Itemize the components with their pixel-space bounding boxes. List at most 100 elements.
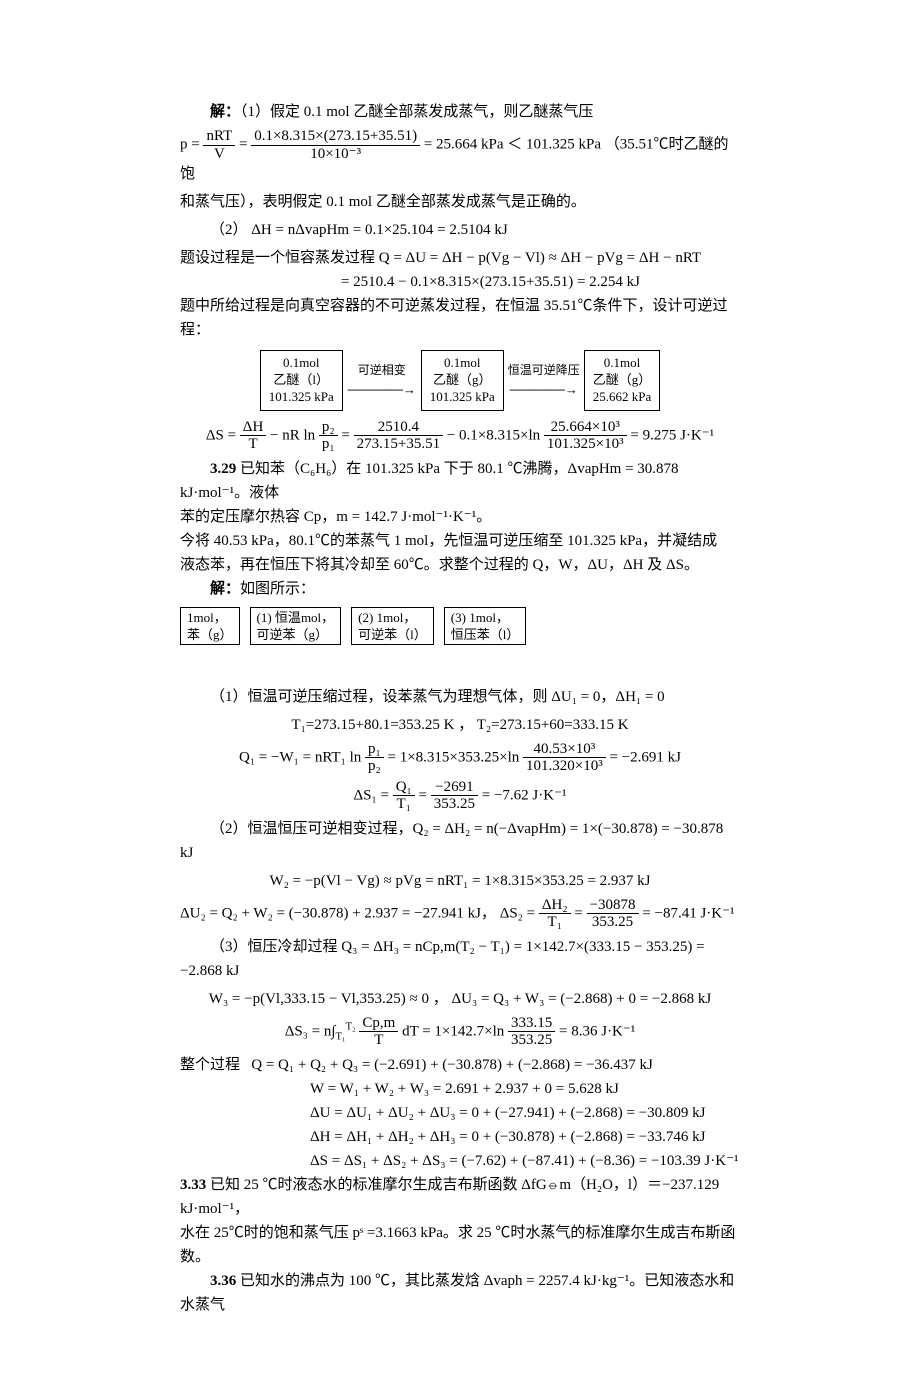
eq-result: = −87.41 J·K⁻¹: [642, 905, 734, 921]
state-box-1: 0.1mol 乙醚（l） 101.325 kPa: [260, 350, 343, 411]
frac-den: p₁: [319, 436, 338, 453]
eq-lhs: ΔS₃ = n∫: [285, 1023, 336, 1039]
totals: 整个过程 Q = Q₁ + Q₂ + Q₃ = (−2.691) + (−30.…: [180, 1053, 740, 1077]
box-line: 0.1mol: [430, 355, 495, 372]
eq-lhs: Q₁ = −W₁ = nRT₁ ln: [239, 749, 361, 765]
frac-num: 25.664×10³: [544, 419, 627, 437]
step2-intro: （2）恒温恒压可逆相变过程，Q₂ = ΔH₂ = n(−ΔvapHm) = 1×…: [180, 817, 740, 865]
sol1-line3: 题设过程是一个恒容蒸发过程 Q = ΔU = ΔH − p(Vg − Vl) ≈…: [180, 246, 740, 270]
eq-sign: =: [239, 136, 251, 152]
frac-num: 2510.4: [354, 419, 443, 437]
p333-line1: 3.33 已知 25 ℃时液态水的标准摩尔生成吉布斯函数 ΔfG⦵m（H₂O，l…: [180, 1173, 740, 1221]
tot-w: W = W₁ + W₂ + W₃ = 2.691 + 2.937 + 0 = 5…: [210, 1077, 740, 1101]
frac-num: −2691: [431, 779, 478, 797]
eq-sign: =: [341, 427, 353, 443]
frac: p₁ p₂: [365, 741, 384, 775]
eq-lhs: ΔS =: [206, 427, 240, 443]
eq-result: = −2.691 kJ: [609, 749, 681, 765]
problem-text: 已知水的沸点为 100 ℃，其比蒸发焓 Δvaph = 2257.4 kJ·kg…: [180, 1273, 734, 1313]
frac-den: p₂: [365, 758, 384, 775]
box-line: (2) 1mol，: [358, 610, 427, 627]
frac-num: 333.15: [508, 1015, 555, 1033]
eq-lhs: ΔS₂ =: [500, 905, 539, 921]
frac-num: Q₁: [393, 779, 415, 797]
frac-num: p₂: [319, 419, 338, 437]
s1-eq: ΔS₁ = Q₁ T₁ = −2691 353.25 = −7.62 J·K⁻¹: [180, 779, 740, 813]
sol1-eq-p: p = nRT V = 0.1×8.315×(273.15+35.51) 10×…: [180, 128, 740, 186]
small-box-3: (2) 1mol， 可逆苯（l）: [351, 607, 434, 645]
frac-den: 101.320×10³: [523, 758, 606, 775]
p333-line2: 水在 25℃时的饱和蒸气压 pˢ =3.1663 kPa。求 25 ℃时水蒸气的…: [180, 1221, 740, 1269]
process-diagram-2: 1mol， 苯（g） (1) 恒温mol， 可逆苯（g） (2) 1mol， 可…: [180, 607, 740, 645]
frac-num: p₁: [365, 741, 384, 759]
q1-eq: Q₁ = −W₁ = nRT₁ ln p₁ p₂ = 1×8.315×353.2…: [180, 741, 740, 775]
frac-num: ΔH: [240, 419, 266, 437]
prefix: (1) 恒温: [257, 610, 301, 625]
arrow-1: 可逆相变 ──────→: [347, 360, 417, 402]
eq-result: = 8.36 J·K⁻¹: [559, 1023, 635, 1039]
box-line: 101.325 kPa: [430, 389, 495, 406]
frac: ΔH T: [240, 419, 266, 453]
sol1-line4: = 2510.4 − 0.1×8.315×(273.15+35.51) = 2.…: [180, 270, 740, 294]
box-line: 乙醚（g）: [593, 372, 652, 389]
frac: ΔH₂ T₁: [539, 897, 571, 931]
frac-den: T₁: [539, 914, 571, 931]
frac: Q₁ T₁: [393, 779, 415, 813]
part-label: （2）: [210, 222, 248, 238]
tot-h: ΔH = ΔH₁ + ΔH₂ + ΔH₃ = 0 + (−30.878) + (…: [210, 1125, 740, 1149]
frac: 25.664×10³ 101.325×10³: [544, 419, 627, 453]
frac-numeric: 0.1×8.315×(273.15+35.51) 10×10⁻³: [251, 128, 420, 162]
frac-den: V: [203, 146, 235, 163]
frac: 40.53×10³ 101.320×10³: [523, 741, 606, 775]
p336-line1: 3.36 已知水的沸点为 100 ℃，其比蒸发焓 Δvaph = 2257.4 …: [180, 1269, 740, 1317]
problem-number: 3.29: [210, 461, 236, 477]
sol-text: 如图所示：: [240, 581, 315, 597]
sol1-dS: ΔS = ΔH T − nR ln p₂ p₁ = 2510.4 273.15+…: [180, 419, 740, 453]
eq-text: ΔH = nΔvapHm = 0.1×25.104 = 2.5104 kJ: [251, 222, 507, 238]
frac-den: 353.25: [587, 914, 639, 931]
step3-intro: （3）恒压冷却过程 Q₃ = ΔH₃ = nCp,m(T₂ − T₁) = 1×…: [180, 935, 740, 983]
p329-line2: 苯的定压摩尔热容 Cp，m = 142.7 J·mol⁻¹·K⁻¹。: [180, 505, 740, 529]
box-line: 乙醚（l）: [269, 372, 334, 389]
box-line: 乙醚（g）: [430, 372, 495, 389]
step1-intro: （1）恒温可逆压缩过程，设苯蒸气为理想气体，则 ΔU₁ = 0，ΔH₁ = 0: [180, 685, 740, 709]
frac: −2691 353.25: [431, 779, 478, 813]
eq-result: = 9.275 J·K⁻¹: [630, 427, 714, 443]
frac: 333.15 353.25: [508, 1015, 555, 1049]
problem-text: 已知苯（C₆H₆）在 101.325 kPa 下于 80.1 ℃沸腾，ΔvapH…: [180, 461, 679, 501]
box-line: 恒压苯（l）: [451, 627, 520, 644]
state-box-2: 0.1mol 乙醚（g） 101.325 kPa: [421, 350, 504, 411]
box-line: 101.325 kPa: [269, 389, 334, 406]
total-label: 整个过程: [180, 1057, 240, 1073]
eq-lhs: ΔS₁ =: [354, 787, 393, 803]
problem-number: 3.33: [180, 1177, 206, 1193]
small-box-1: 1mol， 苯（g）: [180, 607, 240, 645]
p329-line3: 今将 40.53 kPa，80.1℃的苯蒸气 1 mol，先恒温可逆压缩至 10…: [180, 529, 740, 553]
frac-den: 10×10⁻³: [251, 146, 420, 163]
box-line: 0.1mol: [593, 355, 652, 372]
sol1-tail: 和蒸气压），表明假定 0.1 mol 乙醚全部蒸发成蒸气是正确的。: [180, 190, 740, 214]
eq-text: dT = 1×142.7×ln: [402, 1023, 504, 1039]
int-low: T₁: [335, 1031, 345, 1042]
box-line: 0.1mol: [269, 355, 334, 372]
small-box-4: (3) 1mol， 恒压苯（l）: [444, 607, 527, 645]
prefix: (2): [358, 610, 373, 625]
w3-eq: W₃ = −p(Vl,333.15 − Vl,353.25) ≈ 0 ， ΔU₃…: [180, 987, 740, 1011]
frac-den: T: [359, 1032, 398, 1049]
arrow-glyph: ──────→: [508, 380, 580, 401]
step1-T: T₁=273.15+80.1=353.25 K ， T₂=273.15+60=3…: [180, 713, 740, 737]
box-line: (3) 1mol，: [451, 610, 520, 627]
box-line: 苯（g）: [187, 627, 233, 644]
state-box-3: 0.1mol 乙醚（g） 25.662 kPa: [584, 350, 661, 411]
small-box-2: (1) 恒温mol， 可逆苯（g）: [250, 607, 342, 645]
sol-label: 解：: [210, 581, 240, 597]
frac: 2510.4 273.15+35.51: [354, 419, 443, 453]
eq-sign: =: [574, 905, 586, 921]
p329-line4: 液态苯，再在恒压下将其冷却至 60℃。求整个过程的 Q，W，ΔU，ΔH 及 ΔS…: [180, 553, 740, 577]
eq-text: = 1×8.315×353.25×ln: [387, 749, 519, 765]
arrow-label: 恒温可逆降压: [508, 363, 580, 377]
box-line: 可逆苯（g）: [257, 627, 335, 644]
frac-num: ΔH₂: [539, 897, 571, 915]
arrow-label: 可逆相变: [358, 363, 406, 377]
spacer: [180, 651, 740, 681]
